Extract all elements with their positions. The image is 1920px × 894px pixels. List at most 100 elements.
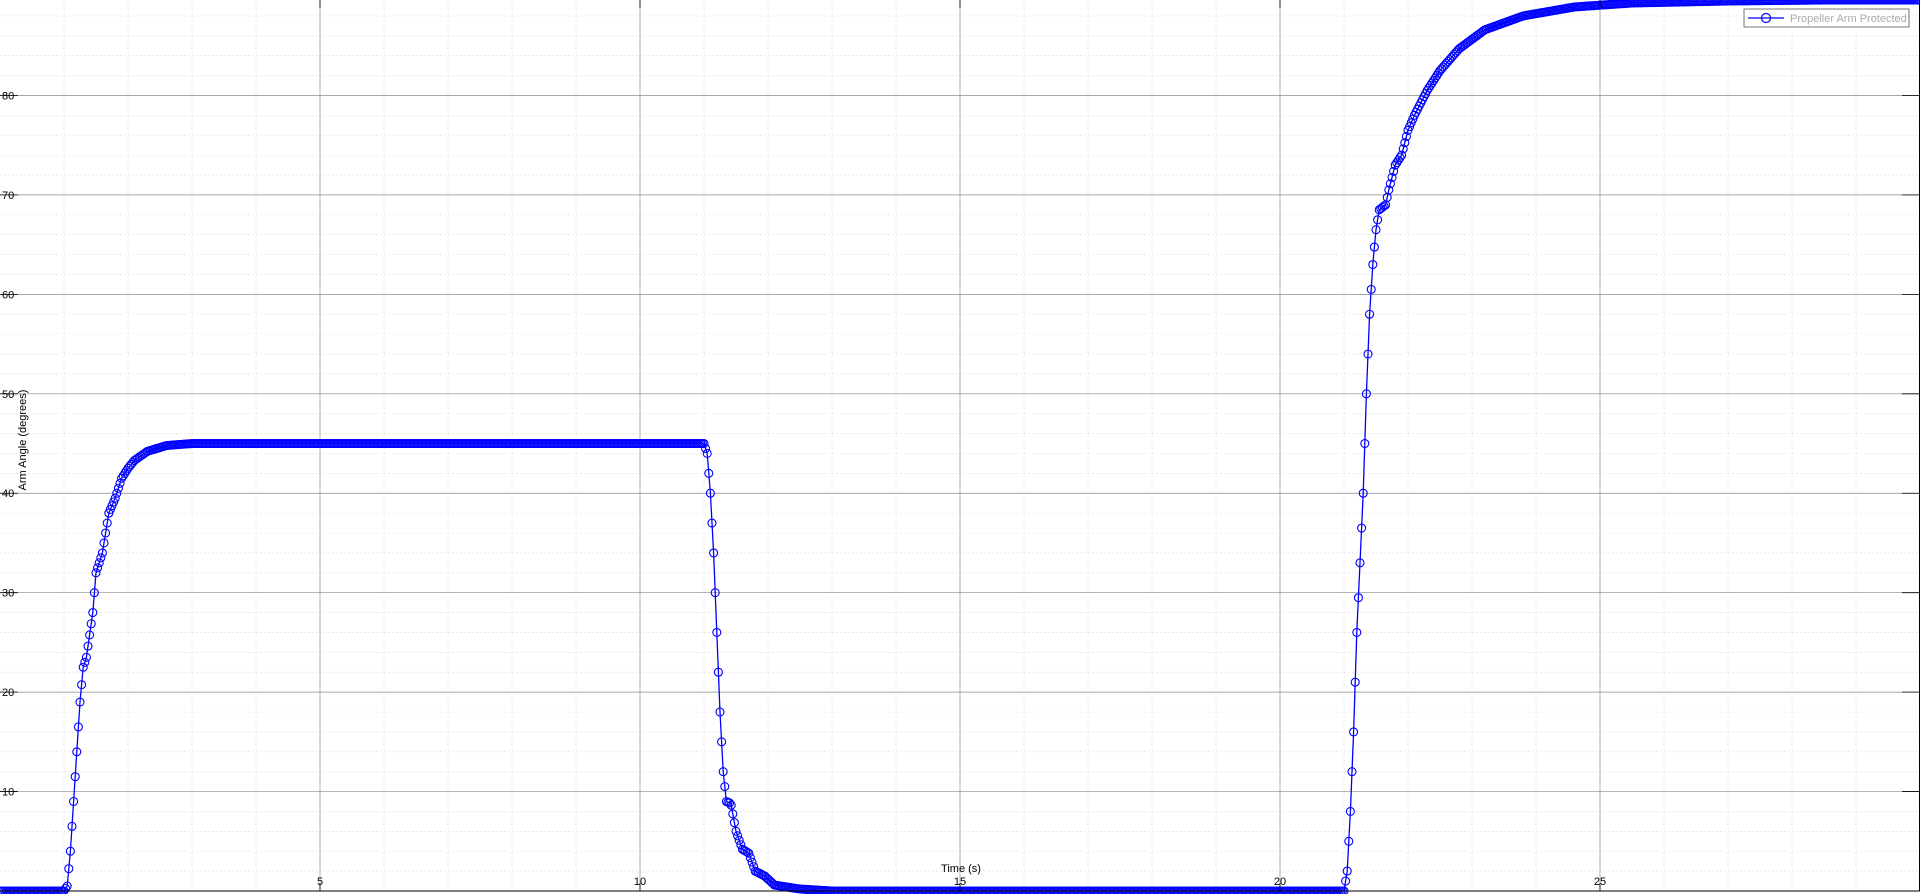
data-point [709, 548, 719, 558]
x-tick-label: 20 [1274, 876, 1286, 888]
data-point [1422, 85, 1432, 96]
data-point [729, 818, 739, 828]
y-tick-label: 80 [2, 90, 14, 102]
data-point [702, 448, 712, 459]
data-point [1363, 349, 1373, 359]
data-point [1357, 523, 1367, 533]
data-point [73, 722, 83, 732]
data-point [1401, 131, 1411, 142]
data-point [1369, 242, 1379, 252]
x-tick-label: 25 [1594, 876, 1606, 888]
y-tick-label: 60 [2, 289, 14, 301]
legend-box [1743, 8, 1910, 28]
data-point [731, 826, 741, 836]
data-point [1424, 83, 1434, 93]
legend: Propeller Arm Protected [1743, 8, 1910, 28]
data-point [1344, 836, 1354, 846]
data-point [718, 767, 728, 777]
data-point [1341, 876, 1351, 886]
y-tick-label: 30 [2, 588, 14, 600]
data-point [744, 848, 754, 858]
data-point [70, 772, 80, 782]
data-point [704, 468, 714, 478]
x-tick-label: 10 [634, 876, 646, 888]
data-point [1368, 259, 1378, 270]
data-point [1387, 172, 1397, 183]
data-point [705, 488, 715, 498]
data-point [99, 538, 109, 548]
data-point [745, 853, 755, 863]
data-point [118, 471, 128, 481]
data-point [78, 662, 88, 672]
data-point [97, 548, 107, 558]
data-point [1430, 73, 1440, 83]
data-point [86, 619, 96, 629]
data-point [715, 707, 725, 717]
data-point [1360, 438, 1370, 449]
data-point [115, 478, 125, 488]
data-point [1352, 627, 1362, 638]
y-tick-label: 70 [2, 190, 14, 202]
data-point [65, 846, 75, 856]
data-point [110, 493, 120, 503]
y-tick-label: 40 [2, 488, 14, 500]
data-point [96, 553, 106, 563]
data-point [85, 630, 95, 640]
data-point [69, 796, 79, 807]
data-point [64, 864, 74, 874]
data-point [701, 443, 711, 454]
data-point [1385, 179, 1395, 189]
data-point [101, 528, 111, 538]
y-axis-label: Arm Angle (degrees) [17, 390, 29, 491]
data-point [121, 466, 131, 476]
data-point [1432, 71, 1442, 81]
data-point [1384, 185, 1394, 195]
data-point [747, 857, 757, 867]
data-point [1395, 153, 1405, 163]
data-point [1342, 866, 1352, 876]
data-point [717, 737, 727, 747]
data-point [760, 871, 770, 881]
data-point [742, 847, 752, 857]
data-point [80, 657, 90, 667]
data-point [1390, 160, 1400, 170]
data-point [81, 652, 91, 662]
data-point [734, 835, 744, 845]
data-point [736, 840, 746, 850]
data-point [1365, 309, 1375, 319]
data-point [72, 747, 82, 757]
data-point [726, 800, 736, 810]
data-point [699, 438, 709, 449]
data-point [710, 588, 720, 598]
data-point [713, 667, 723, 677]
y-tick-label: 10 [2, 787, 14, 799]
y-tick-label: 50 [2, 389, 14, 401]
data-point [93, 563, 103, 573]
legend-entry-label: Propeller Arm Protected [1790, 13, 1907, 25]
data-point [712, 627, 722, 638]
data-point [1345, 806, 1355, 817]
x-axis-label: Time (s) [941, 863, 981, 875]
data-point [120, 468, 130, 478]
data-point [728, 809, 738, 819]
data-point [1425, 80, 1435, 91]
data-point [1358, 488, 1368, 498]
data-point [1398, 144, 1408, 154]
data-point [749, 862, 759, 872]
data-point [112, 488, 122, 498]
data-point [1355, 558, 1365, 568]
data-point [707, 518, 717, 528]
data-point [83, 641, 93, 651]
data-point [1393, 155, 1403, 165]
data-point [720, 782, 730, 792]
data-point [1373, 215, 1383, 225]
data-point [94, 558, 104, 568]
data-point [1397, 150, 1407, 160]
data-point [1361, 389, 1371, 399]
data-point [1366, 284, 1376, 294]
x-tick-label: 15 [954, 876, 966, 888]
data-point [62, 881, 72, 891]
